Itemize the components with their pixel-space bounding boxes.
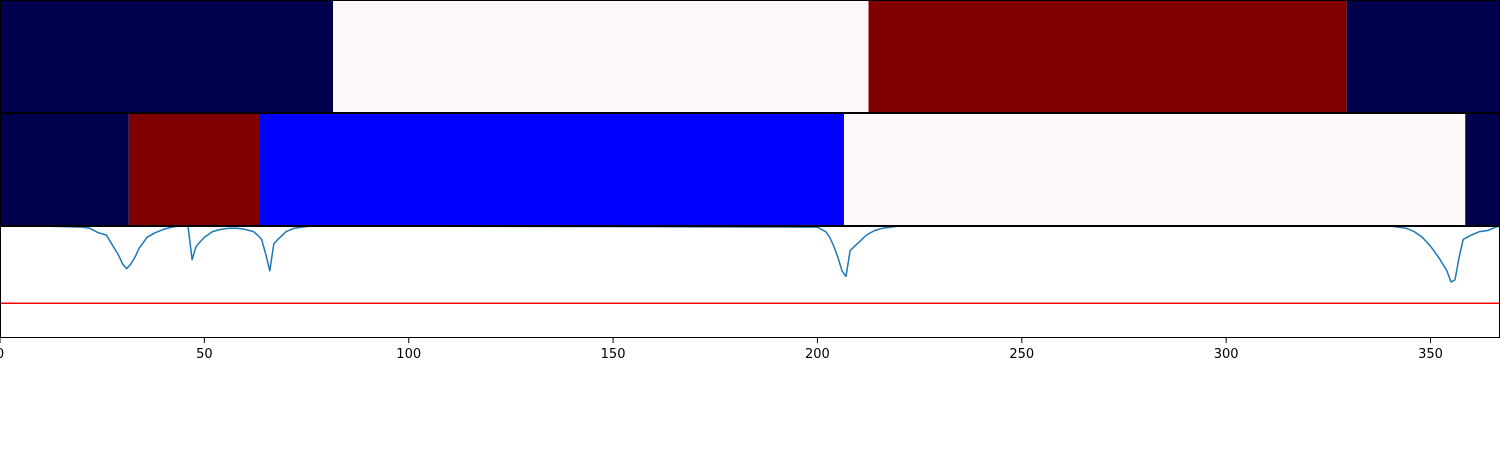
heatmap-1-segment-2 <box>333 0 869 113</box>
signal-line <box>0 225 1500 283</box>
x-tick-label-100: 100 <box>396 347 421 362</box>
heatmap-2-segment-3 <box>259 113 845 226</box>
x-tick-label-0: 0 <box>0 347 4 362</box>
x-tick-label-300: 300 <box>1214 347 1239 362</box>
x-tick-label-150: 150 <box>601 347 626 362</box>
heatmap-1-segment-3 <box>868 0 1347 113</box>
panel-frame-3 <box>0 226 1500 338</box>
heatmap-1-segment-1 <box>0 0 334 113</box>
heatmap-2-segment-2 <box>128 113 260 226</box>
x-tick-label-200: 200 <box>805 347 830 362</box>
x-tick-label-250: 250 <box>1009 347 1034 362</box>
x-tick-label-350: 350 <box>1418 347 1443 362</box>
heatmap-2-segment-5 <box>1465 113 1500 226</box>
line-series-group <box>0 225 1500 305</box>
heatmap-panel-2 <box>0 113 1500 226</box>
heatmap-2-segment-1 <box>0 113 129 226</box>
heatmap-2-segment-4 <box>844 113 1466 226</box>
x-axis: 0 50 100 150 200 250 300 350 <box>0 338 1443 362</box>
line-plot-panel <box>0 225 1500 305</box>
heatmap-panel-1 <box>0 0 1500 113</box>
x-tick-label-50: 50 <box>196 347 213 362</box>
heatmap-1-segment-4 <box>1346 0 1500 113</box>
